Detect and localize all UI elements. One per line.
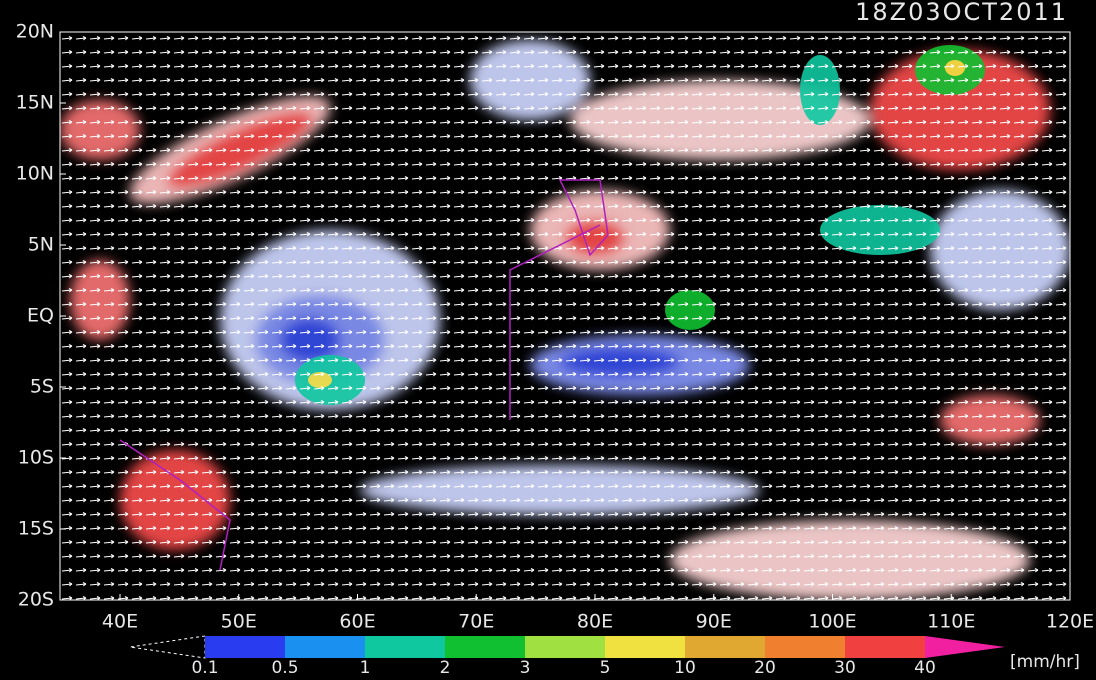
colorbar-segment (685, 636, 765, 658)
latitude-label: 15N (16, 92, 54, 114)
colorbar-label: 1 (360, 658, 371, 678)
colorbar-under (129, 635, 206, 659)
longitude-label: 40E (102, 611, 138, 633)
longitude-label: 100E (808, 611, 856, 633)
colorbar-over (925, 636, 1005, 658)
colorbar-label: 0.5 (271, 658, 298, 678)
colorbar-segment (205, 636, 285, 658)
latitude-label: 20N (16, 21, 54, 43)
longitude-label: 90E (696, 611, 732, 633)
colorbar-label: 30 (834, 658, 856, 678)
latitude-label: 5S (30, 376, 54, 398)
colorbar-label: 40 (914, 658, 936, 678)
colorbar-segment (845, 636, 925, 658)
colorbar-segment (285, 636, 365, 658)
longitude-label: 110E (927, 611, 975, 633)
latitude-label: 15S (18, 518, 54, 540)
longitude-label: 50E (221, 611, 257, 633)
longitude-label: 70E (458, 611, 494, 633)
colorbar-segment (525, 636, 605, 658)
colorbar-label: 10 (674, 658, 696, 678)
colorbar-label: 2 (440, 658, 451, 678)
latitude-label: 10N (16, 163, 54, 185)
colorbar-label: 0.1 (191, 658, 218, 678)
latitude-label: 5N (28, 234, 54, 256)
latitude-label: 20S (18, 589, 54, 611)
colorbar-segment (445, 636, 525, 658)
colorbar-label: 3 (520, 658, 531, 678)
colorbar-label: 5 (600, 658, 611, 678)
colorbar-segment (765, 636, 845, 658)
colorbar-segment (605, 636, 685, 658)
longitude-label: 60E (339, 611, 375, 633)
longitude-label: 120E (1046, 611, 1094, 633)
map-title: 18Z03OCT2011 (855, 0, 1068, 26)
latitude-label: EQ (27, 305, 54, 327)
colorbar-label: 20 (754, 658, 776, 678)
precip-field (60, 32, 1070, 600)
colorbar-unit: [mm/hr] (1010, 652, 1080, 672)
colorbar-segment (365, 636, 445, 658)
latitude-label: 10S (18, 447, 54, 469)
longitude-label: 80E (577, 611, 613, 633)
